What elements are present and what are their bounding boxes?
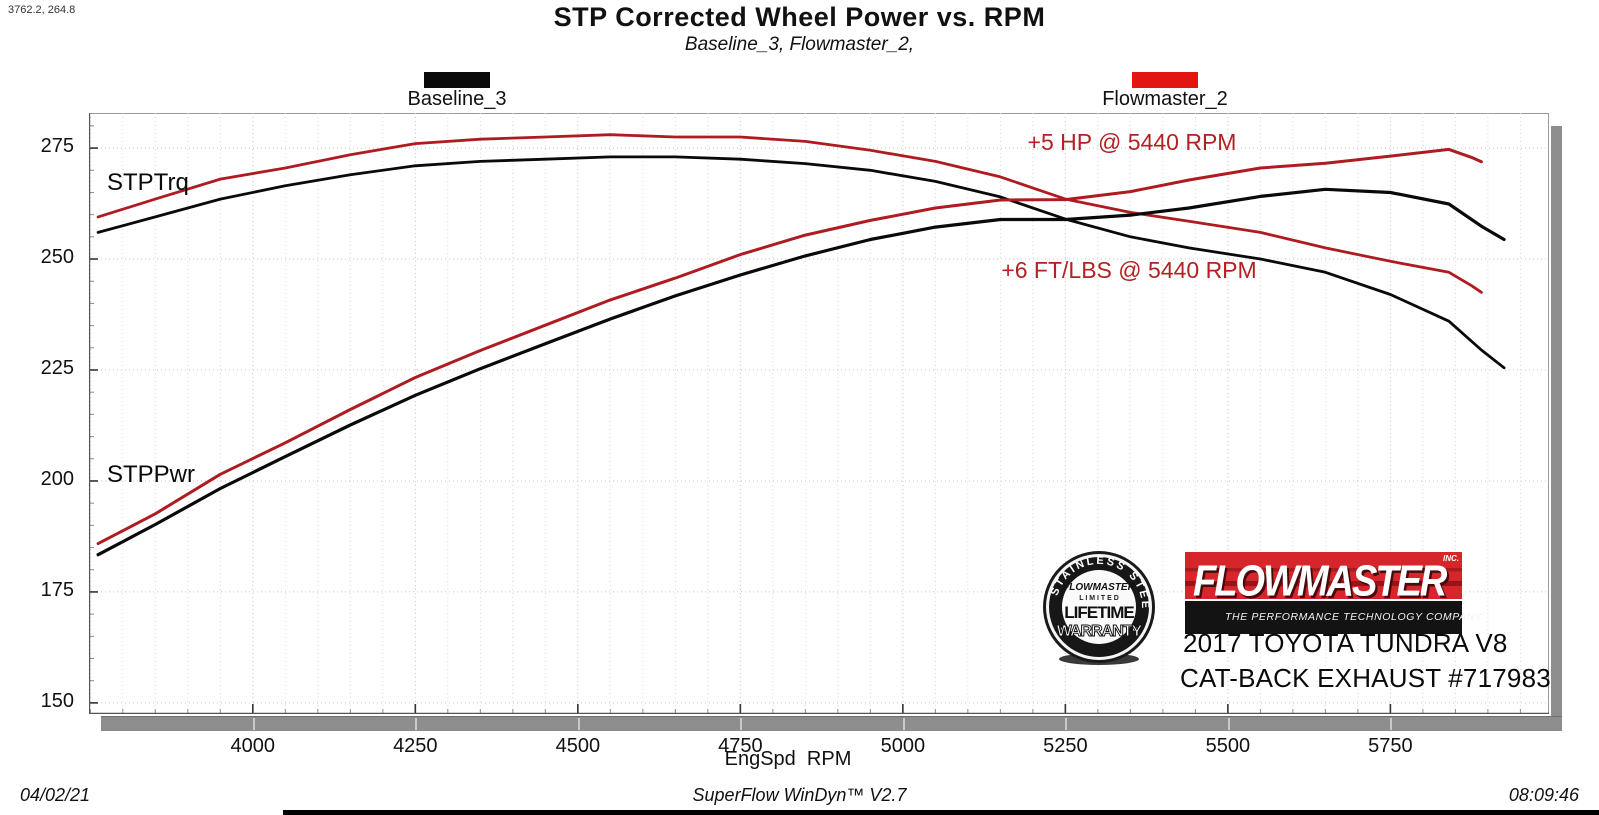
logo-tagline: THE PERFORMANCE TECHNOLOGY COMPANY [1225, 611, 1483, 623]
shadow-bar-notch [577, 718, 580, 730]
series-flowmaster-2-stppwr-hp- [96, 147, 1483, 546]
x-axis-tick-label: 5250 [1043, 735, 1088, 757]
x-axis-tick-label: 4250 [393, 735, 438, 757]
power-curve-label: STPPwr [107, 461, 196, 488]
x-axis-tick-label: 5750 [1368, 735, 1413, 757]
footer-time: 08:09:46 [1508, 785, 1579, 805]
badge-lifetime-text: LIFETIME [1064, 603, 1134, 622]
badge-dot-right [1133, 627, 1137, 631]
badge-limited-text: L I M I T E D [1079, 595, 1119, 602]
vehicle-description-line1: 2017 TOYOTA TUNDRA V8 [1183, 628, 1508, 658]
y-axis-tick-label: 200 [40, 467, 74, 490]
badge-warranty-text: WARRANTY [1057, 623, 1143, 640]
x-axis-tick-label: 4750 [718, 735, 763, 757]
logo-black-bar: THE PERFORMANCE TECHNOLOGY COMPANY [1185, 599, 1482, 634]
plot-shadow-right [1551, 126, 1562, 716]
badge-dot-left [1061, 627, 1065, 631]
lifetime-warranty-badge: STAINLESS STEEL FLOWMASTER L I M I T E D… [1035, 538, 1158, 667]
series-baseline-3-stppwr-hp- [96, 187, 1506, 557]
shadow-bar-notch [740, 718, 743, 730]
legend-flowmaster-swatch [1132, 72, 1198, 88]
series-baseline-3-stptrq-ft-lbs- [96, 155, 1506, 370]
shadow-bar-notch [902, 718, 905, 730]
bottom-window-edge [283, 810, 1599, 815]
torque-curve-label: STPTrq [107, 169, 189, 196]
flowmaster-logo: FLOWMASTER INC. THE PERFORMANCE TECHNOLO… [1185, 552, 1482, 634]
footer-date: 04/02/21 [20, 785, 91, 805]
y-axis-tick-label: 175 [40, 578, 74, 601]
hp-gain-annotation: +5 HP @ 5440 RPM [1027, 129, 1237, 155]
x-axis-tick-label: 5500 [1205, 735, 1251, 757]
y-axis-tick-label: 275 [40, 135, 74, 158]
series-flowmaster-2-stptrq-ft-lbs- [96, 133, 1483, 294]
x-axis-tick-label: 5000 [880, 735, 926, 757]
shadow-bar-notch [1065, 718, 1068, 730]
shadow-bar-notch [1227, 718, 1230, 730]
x-axis-tick-label: 4500 [555, 735, 601, 757]
logo-inc-suffix: INC. [1443, 554, 1459, 563]
page-title: STP Corrected Wheel Power vs. RPM [553, 2, 1046, 32]
logo-red-field: FLOWMASTER INC. [1185, 552, 1462, 605]
cursor-position-readout: 3762.2, 264.8 [8, 4, 76, 16]
x-axis-tick-label: 4000 [230, 735, 276, 757]
y-axis-tick-label: 250 [40, 246, 74, 269]
page-subtitle: Baseline_3, Flowmaster_2, [684, 34, 915, 55]
y-axis-tick-label: 225 [40, 357, 74, 379]
y-axis-tick-label: 150 [40, 689, 74, 712]
warranty-badge-graphic: STAINLESS STEEL FLOWMASTER L I M I T E D… [1035, 538, 1155, 665]
legend-baseline-label: Baseline_3 [407, 88, 507, 110]
badge-flowmaster-text: FLOWMASTER [1063, 582, 1135, 593]
footer-software-name: SuperFlow WinDyn™ V2.7 [692, 785, 907, 805]
logo-wordmark: FLOWMASTER [1193, 556, 1447, 606]
legend-flowmaster-label: Flowmaster_2 [1102, 88, 1228, 110]
x-axis-title: EngSpd RPM [724, 748, 852, 770]
torque-gain-annotation: +6 FT/LBS @ 5440 RPM [1001, 257, 1257, 283]
legend-baseline-swatch [424, 72, 490, 88]
shadow-bar-notch [415, 718, 418, 730]
badge-center [1062, 570, 1136, 644]
shadow-bar-notch [252, 718, 255, 730]
plot-shadow-bottom [101, 716, 1562, 731]
vehicle-description-line2: CAT-BACK EXHAUST #717983 [1180, 663, 1551, 693]
shadow-bar-notch [1390, 718, 1393, 730]
